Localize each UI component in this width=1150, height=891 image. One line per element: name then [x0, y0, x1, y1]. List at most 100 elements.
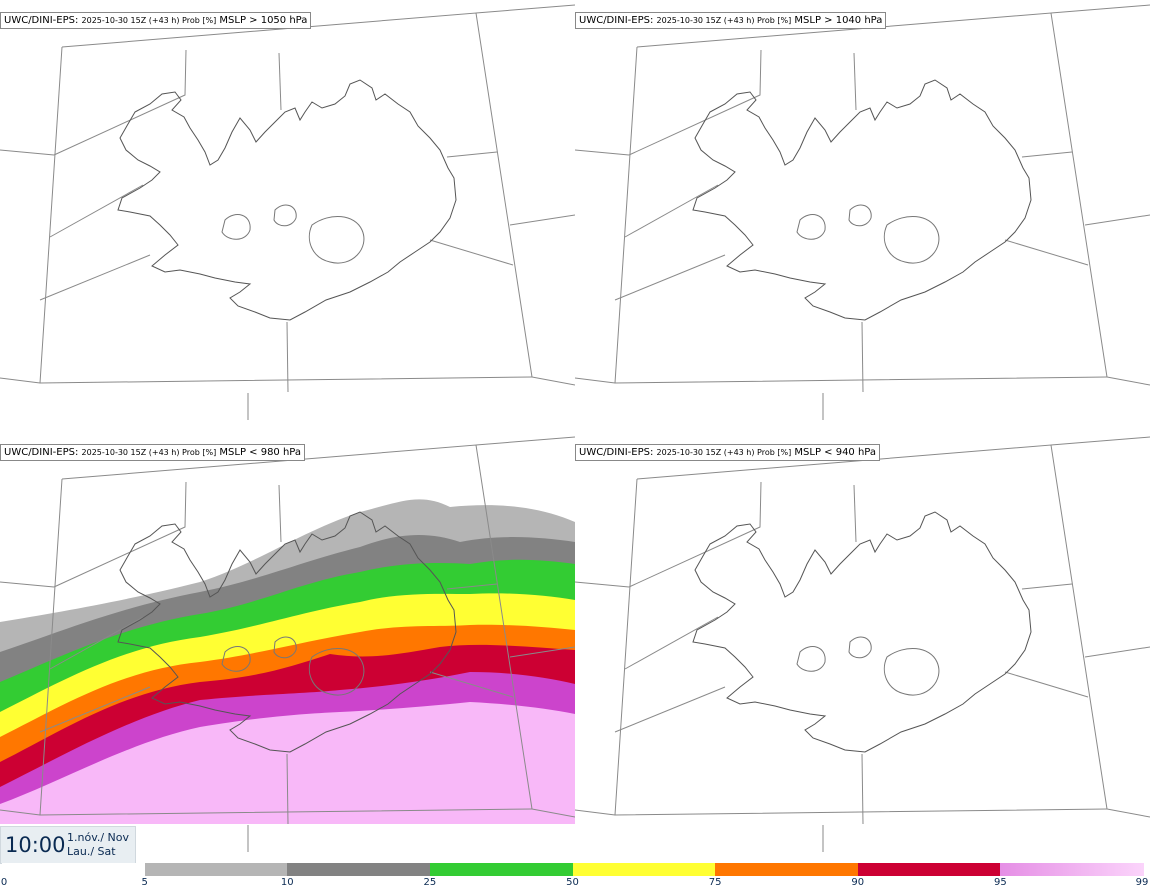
coastline-path [117, 79, 457, 321]
graticule-line [49, 184, 144, 238]
graticule-line [1084, 646, 1150, 658]
colorbar-segment [715, 863, 859, 876]
graticule-line [1021, 151, 1073, 158]
colorbar-tick-label: 75 [708, 877, 722, 888]
graticule-line [575, 581, 630, 588]
graticule-line [861, 321, 864, 393]
graticule-line [475, 4, 575, 14]
map-panel-mslp-lt-940: UWC/DINI-EPS: 2025-10-30 15Z (+43 h) Pro… [575, 432, 1150, 864]
graticule-line [0, 581, 55, 588]
graticule-line [39, 46, 533, 384]
iceland-coastline [117, 511, 457, 753]
graticule-line [1106, 376, 1150, 386]
glacier-outline [221, 214, 251, 240]
glacier-outline [796, 646, 826, 672]
graticule-line [39, 254, 151, 301]
model-name: UWC/DINI-EPS [4, 15, 75, 26]
valid-date-line2: Lau./ Sat [67, 845, 116, 858]
coastline-path [692, 79, 1032, 321]
colorbar-segment [1000, 863, 1144, 876]
graticule-line [509, 214, 575, 226]
graticule-line [575, 377, 616, 384]
map-canvas [0, 436, 575, 852]
panel-title: UWC/DINI-EPS: 2025-10-30 15Z (+43 h) Pro… [575, 444, 881, 461]
run-info: 2025-10-30 15Z (+43 h) Prob [%] [656, 16, 792, 25]
graticule-line [624, 184, 719, 238]
valid-time: 10:00 [5, 833, 66, 857]
panel-title: UWC/DINI-EPS: 2025-10-30 15Z (+43 h) Pro… [575, 12, 887, 29]
glacier-outline [796, 214, 826, 240]
graticule-line [49, 616, 144, 670]
graticule-line [429, 239, 514, 266]
glacier-outline [883, 647, 940, 696]
graticule-line [1084, 214, 1150, 226]
variable-label: MSLP < 940 hPa [794, 447, 877, 458]
graticule-line [429, 671, 514, 698]
graticule-line [1004, 239, 1089, 266]
graticule-line [53, 481, 187, 588]
run-info: 2025-10-30 15Z (+43 h) Prob [%] [81, 16, 217, 25]
colorbar-tick-label: 50 [566, 877, 579, 888]
graticule-line [278, 52, 282, 111]
graticule-line [614, 46, 1108, 384]
graticule-line [509, 646, 575, 658]
run-info: 2025-10-30 15Z (+43 h) Prob [%] [656, 448, 792, 457]
map-panel-mslp-lt-980: UWC/DINI-EPS: 2025-10-30 15Z (+43 h) Pro… [0, 432, 575, 864]
colorbar-segment [287, 863, 431, 876]
model-name: UWC/DINI-EPS [579, 15, 650, 26]
graticule-line [531, 808, 575, 818]
variable-label: MSLP > 1040 hPa [794, 15, 883, 26]
graticule-line [286, 321, 289, 393]
colorbar-segment [144, 863, 288, 876]
graticule-line [1050, 4, 1150, 14]
model-name: UWC/DINI-EPS [4, 447, 75, 458]
iceland-coastline [692, 79, 1032, 321]
glacier-outline [273, 204, 297, 227]
graticule-line [61, 12, 533, 378]
map-canvas [575, 4, 1150, 420]
graticule-line [575, 149, 630, 156]
graticule-line [1004, 671, 1089, 698]
graticule-line [861, 753, 864, 825]
colorbar-tick-label: 5 [141, 877, 148, 888]
map-canvas [575, 436, 1150, 852]
colorbar-tick-label: 95 [994, 877, 1007, 888]
graticule-line [636, 444, 1108, 810]
iceland-coastline [117, 79, 457, 321]
colorbar-segment [857, 863, 1001, 876]
coastline-path [692, 511, 1032, 753]
graticule-line [53, 49, 187, 156]
graticule-line [531, 376, 575, 386]
glacier-outline [308, 647, 365, 696]
colorbar-tick-label: 90 [851, 877, 865, 888]
colorbar-legend: 0 5 10 25 50 75 90 95 99 [0, 862, 1150, 891]
glacier-outline [221, 646, 251, 672]
graticule-line [636, 12, 1108, 378]
graticule-line [0, 149, 55, 156]
graticule-line [575, 809, 616, 816]
coastline-path [117, 511, 457, 753]
graticule-line [286, 753, 289, 825]
graticule-line [614, 686, 726, 733]
colorbar-segment [429, 863, 573, 876]
graticule-line [475, 436, 575, 446]
iceland-coastline [692, 511, 1032, 753]
glacier-outline [883, 215, 940, 264]
graticule-line [853, 484, 857, 543]
graticule-line [628, 481, 762, 588]
colorbar-segment [572, 863, 716, 876]
map-canvas [0, 4, 575, 420]
valid-date-line1: 1.nóv./ Nov [67, 831, 130, 844]
graticule-line [628, 49, 762, 156]
graticule-line [278, 484, 282, 543]
glacier-outline [848, 636, 872, 659]
map-panel-mslp-gt-1050: UWC/DINI-EPS: 2025-10-30 15Z (+43 h) Pro… [0, 0, 575, 432]
graticule-line [446, 151, 498, 158]
graticule-line [853, 52, 857, 111]
graticule [0, 4, 575, 420]
graticule-line [0, 809, 41, 816]
map-panel-mslp-gt-1040: UWC/DINI-EPS: 2025-10-30 15Z (+43 h) Pro… [575, 0, 1150, 432]
graticule-line [1050, 436, 1150, 446]
graticule [0, 436, 575, 852]
colorbar-tick-label: 0 [0, 877, 8, 888]
